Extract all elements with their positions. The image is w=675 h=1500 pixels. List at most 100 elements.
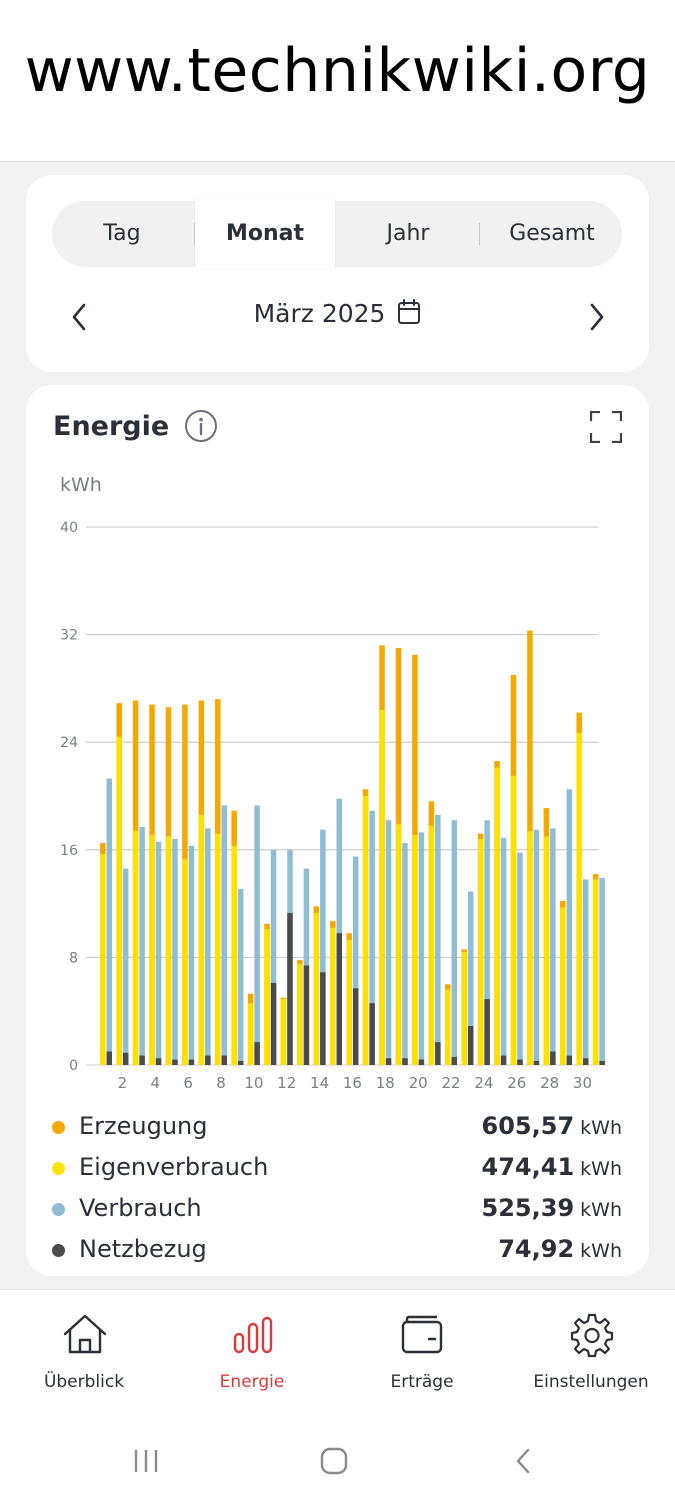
bar-eigenverbrauch	[543, 836, 550, 1065]
bar-eigenverbrauch	[100, 853, 106, 1065]
x-tick-label: 2	[118, 1074, 128, 1092]
legend-value: 74,92 kWh	[498, 1235, 622, 1263]
bar-verbrauch	[352, 856, 359, 1065]
nav-energie[interactable]: Energie	[168, 1290, 336, 1420]
expand-icon[interactable]	[590, 411, 622, 443]
bar-netzbezug	[418, 1059, 425, 1065]
bar-netzbezug	[599, 1060, 605, 1065]
legend-value: 605,57 kWh	[481, 1112, 622, 1140]
bar-eigenverbrauch	[280, 999, 287, 1065]
bar-eigenverbrauch	[428, 825, 435, 1065]
legend-item: Erzeugung 605,57 kWh	[52, 1107, 622, 1148]
bar-eigenverbrauch	[395, 824, 402, 1065]
bar-eigenverbrauch	[132, 830, 139, 1065]
tab-monat[interactable]: Monat	[195, 199, 335, 269]
bar-verbrauch	[155, 841, 162, 1065]
bar-netzbezug	[500, 1055, 507, 1065]
x-tick-label: 6	[183, 1074, 193, 1092]
y-tick-label: 32	[60, 628, 78, 644]
bar-eigenverbrauch	[494, 767, 500, 1065]
period-card: Tag Monat Jahr Gesamt März 2025	[26, 175, 649, 372]
recent-apps-icon[interactable]	[132, 1447, 160, 1475]
bar-netzbezug	[303, 965, 310, 1065]
nav-label: Energie	[219, 1372, 285, 1392]
legend-dot	[52, 1121, 65, 1134]
bar-verbrauch	[566, 789, 573, 1065]
home-button-icon[interactable]	[320, 1447, 348, 1475]
nav-ertraege[interactable]: Erträge	[338, 1290, 506, 1420]
bar-eigenverbrauch	[510, 775, 517, 1065]
bar-netzbezug	[205, 1055, 211, 1065]
bar-eigenverbrauch	[297, 964, 303, 1065]
watermark-banner: www.technikwiki.org	[0, 0, 675, 162]
bar-netzbezug	[188, 1059, 195, 1065]
bar-netzbezug	[533, 1060, 540, 1065]
bar-netzbezug	[369, 1003, 375, 1065]
bar-eigenverbrauch	[247, 1003, 254, 1065]
bar-eigenverbrauch	[576, 732, 582, 1065]
tab-jahr[interactable]: Jahr	[386, 221, 430, 246]
bar-verbrauch	[188, 845, 195, 1065]
y-axis-unit-label: kWh	[60, 474, 102, 496]
bar-netzbezug	[106, 1051, 112, 1065]
bar-eigenverbrauch	[592, 879, 599, 1065]
bar-netzbezug	[582, 1058, 589, 1065]
nav-ueberblick[interactable]: Überblick	[0, 1290, 168, 1420]
legend-value: 474,41 kWh	[481, 1153, 622, 1181]
tab-gesamt[interactable]: Gesamt	[509, 221, 595, 246]
bar-netzbezug	[172, 1059, 178, 1065]
gear-icon	[570, 1313, 614, 1358]
bar-verbrauch	[205, 828, 211, 1065]
bar-eigenverbrauch	[182, 859, 188, 1065]
bar-verbrauch	[369, 810, 375, 1065]
bar-eigenverbrauch	[461, 952, 467, 1065]
bar-eigenverbrauch	[313, 913, 320, 1065]
bar-netzbezug	[221, 1055, 228, 1065]
bar-verbrauch	[320, 829, 326, 1065]
bar-verbrauch	[270, 849, 277, 1065]
tab-tag[interactable]: Tag	[103, 221, 141, 246]
bar-verbrauch	[385, 820, 392, 1065]
info-icon[interactable]	[184, 409, 218, 443]
bar-eigenverbrauch	[527, 830, 533, 1065]
x-tick-label: 4	[151, 1074, 161, 1092]
bar-eigenverbrauch	[477, 839, 484, 1065]
legend-item: Verbrauch 525,39 kWh	[52, 1189, 622, 1230]
bar-netzbezug	[270, 982, 277, 1065]
period-tabs: Tag Monat Jahr Gesamt	[52, 199, 622, 269]
legend-item: Eigenverbrauch 474,41 kWh	[52, 1148, 622, 1189]
nav-label: Überblick	[43, 1372, 125, 1392]
nav-einstellungen[interactable]: Einstellungen	[507, 1290, 675, 1420]
chevron-right-icon	[590, 303, 604, 331]
bar-eigenverbrauch	[215, 833, 221, 1065]
bar-netzbezug	[517, 1059, 523, 1065]
bar-netzbezug	[385, 1058, 392, 1065]
bar-eigenverbrauch	[149, 835, 155, 1065]
y-tick-label: 40	[60, 520, 78, 536]
legend-value: 525,39 kWh	[481, 1194, 622, 1222]
bar-netzbezug	[320, 972, 326, 1065]
bar-eigenverbrauch	[346, 939, 352, 1065]
legend-name: Verbrauch	[79, 1194, 202, 1222]
back-icon[interactable]	[510, 1447, 538, 1475]
x-tick-label: 10	[244, 1074, 263, 1092]
bar-verbrauch	[435, 814, 441, 1065]
bar-eigenverbrauch	[116, 736, 122, 1065]
legend-name: Erzeugung	[79, 1112, 208, 1140]
legend-item: Netzbezug 74,92 kWh	[52, 1230, 622, 1271]
period-selector[interactable]: März 2025	[26, 299, 649, 328]
next-period-button[interactable]	[574, 295, 618, 339]
bar-verbrauch	[451, 820, 458, 1065]
bar-eigenverbrauch	[560, 907, 566, 1065]
bottom-navigation: Überblick Energie Erträge Einstellungen	[0, 1289, 675, 1419]
bar-netzbezug	[484, 999, 490, 1065]
watermark-text: www.technikwiki.org	[24, 36, 651, 106]
y-tick-label: 0	[69, 1058, 78, 1074]
bar-verbrauch	[139, 826, 145, 1065]
previous-period-button[interactable]	[58, 295, 102, 339]
bar-verbrauch	[172, 839, 178, 1065]
x-tick-label: 8	[216, 1074, 226, 1092]
bar-eigenverbrauch	[165, 836, 172, 1065]
bar-verbrauch	[484, 820, 490, 1065]
